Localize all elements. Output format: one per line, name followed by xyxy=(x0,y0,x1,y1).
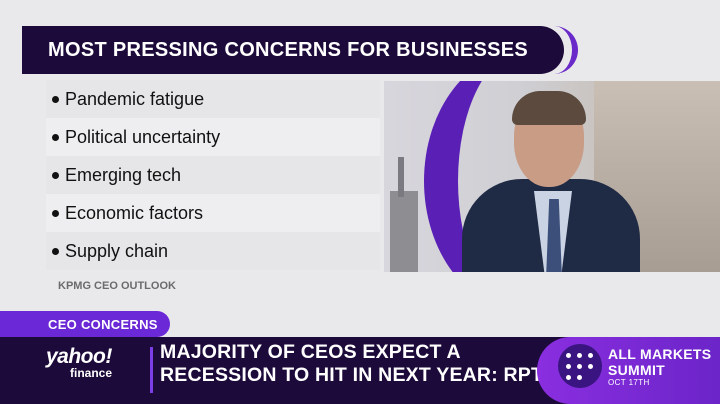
logo-wordmark: yahoo! xyxy=(46,345,112,368)
bullet-icon xyxy=(52,171,59,179)
list-item: Supply chain xyxy=(46,232,380,270)
graphic-title: MOST PRESSING CONCERNS FOR BUSINESSES xyxy=(48,38,529,61)
speaker-hair xyxy=(512,91,586,125)
list-item: Pandemic fatigue xyxy=(46,80,380,118)
video-feed xyxy=(384,81,720,272)
list-item-text: Economic factors xyxy=(65,202,204,223)
source-label: KPMG CEO OUTLOOK xyxy=(58,280,176,292)
headline-line-2: RECESSION TO HIT IN NEXT YEAR: RPT xyxy=(160,364,544,386)
list-item-text: Supply chain xyxy=(65,240,169,261)
bullet-icon xyxy=(52,247,59,255)
list-item-text: Pandemic fatigue xyxy=(65,88,205,109)
headline-line-1: MAJORITY OF CEOS EXPECT A xyxy=(160,341,461,363)
graphic-title-banner: MOST PRESSING CONCERNS FOR BUSINESSES xyxy=(22,26,578,74)
list-item: Economic factors xyxy=(46,194,380,232)
logo-subtitle: finance xyxy=(70,366,113,380)
summit-date: OCT 17TH xyxy=(608,378,650,387)
speaker-tie xyxy=(546,199,562,272)
list-item: Emerging tech xyxy=(46,156,380,194)
list-item: Political uncertainty xyxy=(46,118,380,156)
summit-title-line-2: SUMMIT xyxy=(608,362,666,378)
concerns-list: Pandemic fatigue Political uncertainty E… xyxy=(46,80,380,270)
bullet-icon xyxy=(52,95,59,103)
skyline-spire xyxy=(398,157,404,197)
skyline-building xyxy=(390,191,418,272)
summit-title-line-1: ALL MARKETS xyxy=(608,346,712,362)
lower-third-divider xyxy=(150,347,153,393)
bullet-icon xyxy=(52,133,59,141)
list-item-text: Emerging tech xyxy=(65,164,182,185)
list-item-text: Political uncertainty xyxy=(65,126,221,147)
summit-logo-icon xyxy=(558,344,602,388)
topic-tag-text: CEO CONCERNS xyxy=(48,316,158,332)
topic-tag: CEO CONCERNS xyxy=(0,311,170,337)
yahoo-finance-logo: yahoo! finance xyxy=(46,346,112,379)
headline: MAJORITY OF CEOS EXPECT A RECESSION TO H… xyxy=(160,341,543,387)
bullet-icon xyxy=(52,209,59,217)
